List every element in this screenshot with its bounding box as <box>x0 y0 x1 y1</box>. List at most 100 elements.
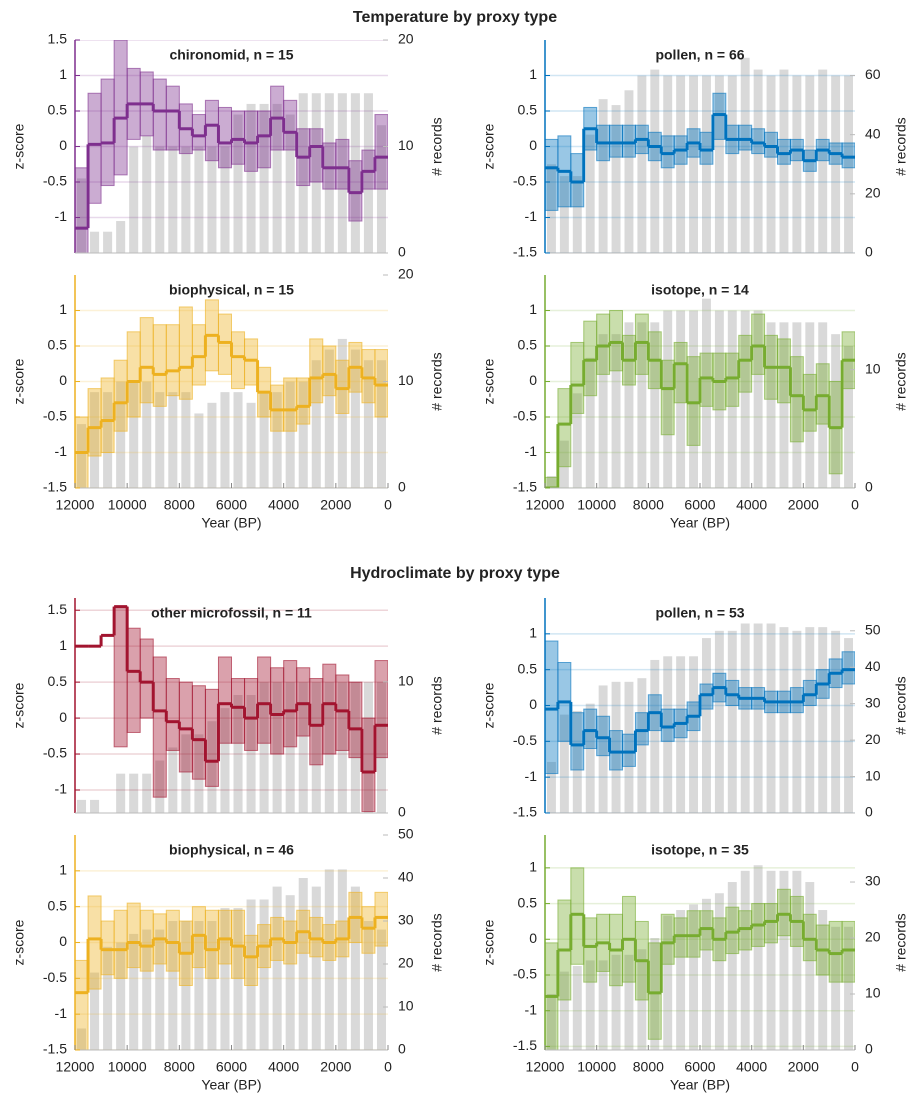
record-bar <box>818 910 828 1050</box>
record-bar <box>168 747 178 813</box>
range-box <box>283 99 298 151</box>
record-bar <box>129 773 139 813</box>
y-tick-label: 1 <box>59 637 67 653</box>
record-bar <box>376 929 386 1050</box>
y2-tick-label: 0 <box>398 244 406 260</box>
range-box <box>75 959 89 1050</box>
y-tick-label: 0.5 <box>518 337 538 353</box>
record-bar <box>103 231 113 253</box>
record-bar <box>285 681 295 813</box>
record-bar <box>116 942 126 1050</box>
range-box <box>660 135 675 169</box>
y2-axis-label: # records <box>429 913 445 971</box>
y2-tick-label: 0 <box>865 479 873 495</box>
y-tick-label: -1 <box>55 1005 68 1021</box>
record-bar <box>324 349 334 488</box>
range-box <box>100 377 115 454</box>
record-bar <box>844 346 853 488</box>
y2-tick-label: 0 <box>865 804 873 820</box>
record-bar <box>727 882 737 1050</box>
range-box <box>361 906 376 954</box>
record-bar <box>818 322 828 488</box>
record-bar <box>233 114 243 253</box>
range-box <box>699 683 714 710</box>
range-box <box>270 384 285 432</box>
x-tick-label: 0 <box>384 1059 392 1075</box>
range-box <box>751 128 766 155</box>
y2-axis-label: # records <box>893 117 909 175</box>
record-bar <box>350 681 360 813</box>
range-box <box>545 138 559 211</box>
record-bar <box>572 393 582 488</box>
y-axis-label: z-score <box>481 682 497 728</box>
y-tick-label: 0 <box>529 930 537 946</box>
record-bar <box>624 954 634 1050</box>
x-tick-label: 8000 <box>633 497 664 513</box>
record-bar <box>779 627 789 813</box>
record-bar <box>624 681 634 813</box>
range-box <box>622 733 636 767</box>
y2-tick-label: 40 <box>865 125 881 141</box>
record-bar <box>142 929 152 1050</box>
record-bar <box>844 926 853 1050</box>
record-bar <box>272 681 282 813</box>
range-box <box>686 910 701 958</box>
record-bar <box>298 381 308 488</box>
y-tick-label: 0.5 <box>48 897 68 913</box>
y2-tick-label: 20 <box>865 731 881 747</box>
record-bar <box>207 721 217 813</box>
record-bar <box>220 146 230 253</box>
range-box <box>244 338 259 386</box>
record-bar <box>585 134 595 253</box>
range-box <box>699 910 714 951</box>
range-box <box>309 128 324 183</box>
range-box <box>802 373 817 432</box>
section-title: Hydroclimate by proxy type <box>350 565 560 582</box>
record-bar <box>779 322 789 488</box>
record-bar <box>311 360 321 488</box>
range-box <box>764 131 778 158</box>
y-tick-label: -1 <box>525 1001 538 1017</box>
y2-tick-label: 40 <box>398 869 414 885</box>
record-bar <box>155 146 165 253</box>
range-box <box>296 377 311 425</box>
panel-title: other microfossil, n = 11 <box>151 605 312 621</box>
record-bar <box>663 915 673 1050</box>
x-tick-label: 0 <box>851 1059 859 1075</box>
record-bar <box>194 921 204 1050</box>
record-bar <box>90 231 100 253</box>
range-box <box>152 78 167 151</box>
range-box <box>178 681 193 773</box>
range-box <box>622 124 636 158</box>
range-box <box>660 359 675 436</box>
record-bar <box>298 681 308 813</box>
record-bar <box>194 146 204 253</box>
y-tick-label: 1 <box>59 66 67 82</box>
range-box <box>257 656 272 744</box>
record-bar <box>598 334 608 488</box>
range-box <box>335 674 350 751</box>
record-bar <box>624 322 634 488</box>
range-box <box>361 717 376 813</box>
range-box <box>374 891 388 947</box>
x-tick-label: 12000 <box>526 1059 565 1075</box>
range-box <box>322 142 337 190</box>
record-bar <box>90 799 100 813</box>
y-tick-label: 0 <box>529 696 537 712</box>
record-bar <box>155 760 165 813</box>
range-box <box>217 656 232 744</box>
y-tick-label: -1.5 <box>513 479 537 495</box>
range-box <box>545 476 559 488</box>
record-bar <box>337 869 347 1050</box>
y-tick-label: -0.5 <box>43 408 67 424</box>
range-box <box>191 685 206 780</box>
record-bar <box>792 322 802 488</box>
y-axis-label: z-score <box>11 358 27 404</box>
range-box <box>87 388 102 457</box>
y-tick-label: 0 <box>59 137 67 153</box>
range-box <box>165 678 180 751</box>
x-tick-label: 0 <box>384 497 392 513</box>
range-box <box>712 92 727 140</box>
y-tick-label: -1.5 <box>43 1041 67 1057</box>
